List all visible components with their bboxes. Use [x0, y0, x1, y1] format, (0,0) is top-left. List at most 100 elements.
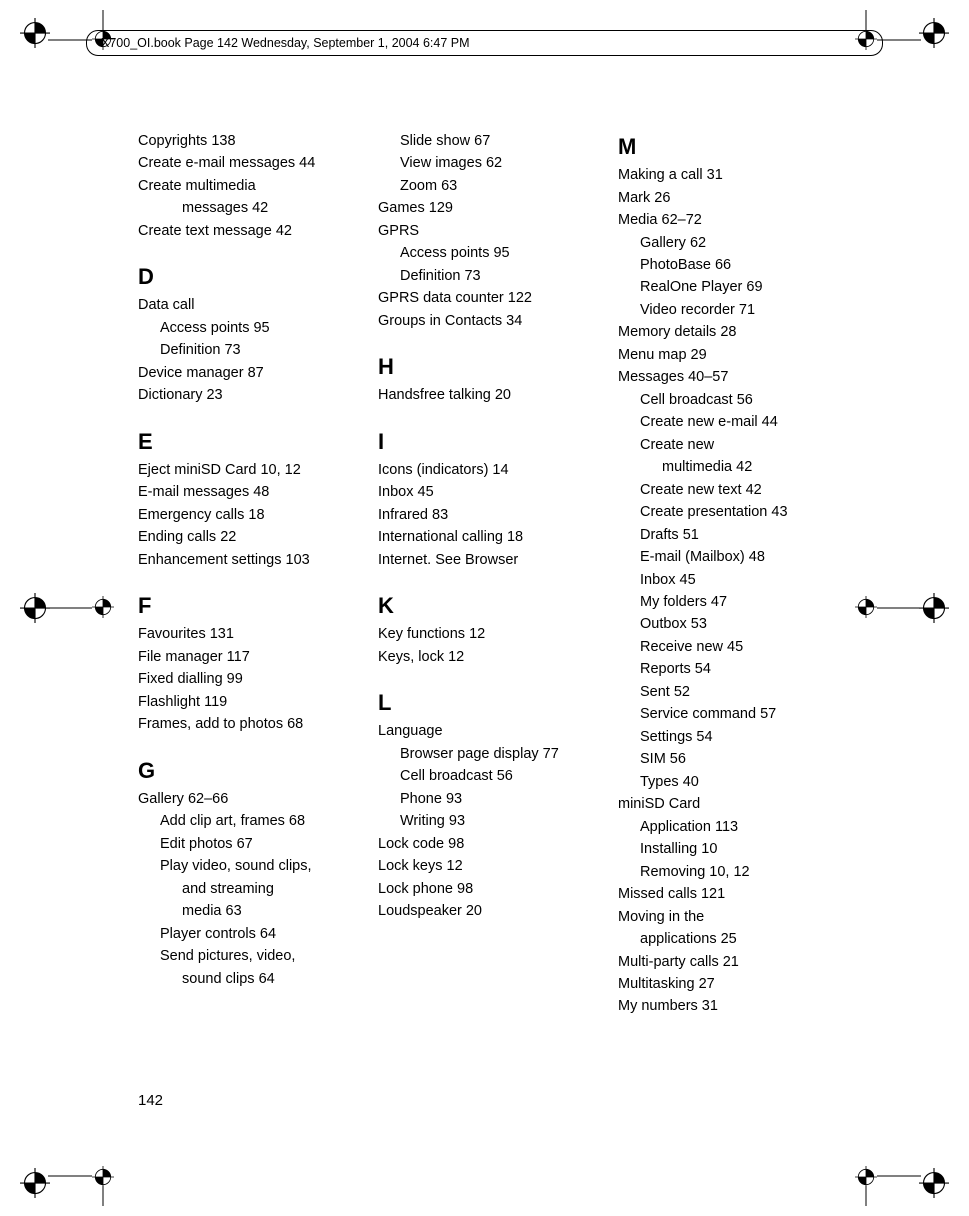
- index-entry: Create text message 42: [138, 220, 358, 242]
- index-entry: E-mail (Mailbox) 48: [618, 546, 838, 568]
- index-entry: Reports 54: [618, 658, 838, 680]
- header-text: X700_OI.book Page 142 Wednesday, Septemb…: [101, 36, 470, 50]
- index-entry: Messages 40–57: [618, 366, 838, 388]
- index-entry: Player controls 64: [138, 923, 358, 945]
- index-entry: My numbers 31: [618, 995, 838, 1017]
- index-entry: E-mail messages 48: [138, 481, 358, 503]
- index-entry: Device manager 87: [138, 362, 358, 384]
- index-entry: messages 42: [138, 197, 358, 219]
- index-column: Copyrights 138Create e-mail messages 44C…: [138, 130, 358, 1018]
- index-entry: Definition 73: [378, 265, 598, 287]
- index-entry: Ending calls 22: [138, 526, 358, 548]
- index-entry: Moving in the: [618, 906, 838, 928]
- index-entry: PhotoBase 66: [618, 254, 838, 276]
- index-entry: RealOne Player 69: [618, 276, 838, 298]
- index-entry: Fixed dialling 99: [138, 668, 358, 690]
- index-entry: Inbox 45: [378, 481, 598, 503]
- index-entry: Games 129: [378, 197, 598, 219]
- index-column: MMaking a call 31Mark 26Media 62–72Galle…: [618, 130, 838, 1018]
- index-entry: Installing 10: [618, 838, 838, 860]
- index-entry: sound clips 64: [138, 968, 358, 990]
- index-entry: Memory details 28: [618, 321, 838, 343]
- index-entry: miniSD Card: [618, 793, 838, 815]
- index-entry: Access points 95: [378, 242, 598, 264]
- index-entry: Favourites 131: [138, 623, 358, 645]
- index-entry: and streaming: [138, 878, 358, 900]
- index-entry: Mark 26: [618, 187, 838, 209]
- index-entry: Browser page display 77: [378, 743, 598, 765]
- index-section-letter: K: [378, 589, 598, 623]
- index-entry: Phone 93: [378, 788, 598, 810]
- index-entry: Making a call 31: [618, 164, 838, 186]
- index-section-letter: E: [138, 425, 358, 459]
- index-section-letter: G: [138, 754, 358, 788]
- index-entry: Play video, sound clips,: [138, 855, 358, 877]
- index-entry: Gallery 62–66: [138, 788, 358, 810]
- index-entry: My folders 47: [618, 591, 838, 613]
- index-content: Copyrights 138Create e-mail messages 44C…: [138, 130, 838, 1018]
- index-section-letter: H: [378, 350, 598, 384]
- index-entry: Copyrights 138: [138, 130, 358, 152]
- index-section-letter: F: [138, 589, 358, 623]
- index-entry: Internet. See Browser: [378, 549, 598, 571]
- index-entry: File manager 117: [138, 646, 358, 668]
- index-entry: Service command 57: [618, 703, 838, 725]
- index-entry: Multitasking 27: [618, 973, 838, 995]
- index-entry: Menu map 29: [618, 344, 838, 366]
- index-section-letter: D: [138, 260, 358, 294]
- index-entry: applications 25: [618, 928, 838, 950]
- index-entry: media 63: [138, 900, 358, 922]
- index-entry: View images 62: [378, 152, 598, 174]
- index-entry: Key functions 12: [378, 623, 598, 645]
- index-entry: Video recorder 71: [618, 299, 838, 321]
- index-entry: Writing 93: [378, 810, 598, 832]
- index-entry: Lock code 98: [378, 833, 598, 855]
- index-entry: Keys, lock 12: [378, 646, 598, 668]
- index-entry: Edit photos 67: [138, 833, 358, 855]
- index-entry: Access points 95: [138, 317, 358, 339]
- index-entry: GPRS data counter 122: [378, 287, 598, 309]
- index-entry: Handsfree talking 20: [378, 384, 598, 406]
- index-entry: Cell broadcast 56: [378, 765, 598, 787]
- page-number: 142: [138, 1092, 163, 1109]
- index-entry: Groups in Contacts 34: [378, 310, 598, 332]
- index-entry: Create multimedia: [138, 175, 358, 197]
- index-entry: Receive new 45: [618, 636, 838, 658]
- index-entry: Gallery 62: [618, 232, 838, 254]
- index-entry: Infrared 83: [378, 504, 598, 526]
- index-column: Slide show 67View images 62Zoom 63Games …: [378, 130, 598, 1018]
- index-entry: Add clip art, frames 68: [138, 810, 358, 832]
- index-entry: Application 113: [618, 816, 838, 838]
- index-entry: SIM 56: [618, 748, 838, 770]
- index-entry: Frames, add to photos 68: [138, 713, 358, 735]
- index-entry: Language: [378, 720, 598, 742]
- index-entry: Definition 73: [138, 339, 358, 361]
- index-entry: Multi-party calls 21: [618, 951, 838, 973]
- index-entry: Slide show 67: [378, 130, 598, 152]
- index-entry: multimedia 42: [618, 456, 838, 478]
- index-entry: Cell broadcast 56: [618, 389, 838, 411]
- index-entry: Dictionary 23: [138, 384, 358, 406]
- index-section-letter: I: [378, 425, 598, 459]
- index-entry: Lock keys 12: [378, 855, 598, 877]
- index-entry: Send pictures, video,: [138, 945, 358, 967]
- index-entry: Create new: [618, 434, 838, 456]
- index-entry: Settings 54: [618, 726, 838, 748]
- index-section-letter: L: [378, 686, 598, 720]
- index-entry: Data call: [138, 294, 358, 316]
- index-entry: Zoom 63: [378, 175, 598, 197]
- index-entry: Flashlight 119: [138, 691, 358, 713]
- index-entry: Missed calls 121: [618, 883, 838, 905]
- index-entry: Icons (indicators) 14: [378, 459, 598, 481]
- index-entry: Inbox 45: [618, 569, 838, 591]
- index-entry: Media 62–72: [618, 209, 838, 231]
- index-entry: Create presentation 43: [618, 501, 838, 523]
- index-entry: GPRS: [378, 220, 598, 242]
- index-entry: Sent 52: [618, 681, 838, 703]
- index-entry: Loudspeaker 20: [378, 900, 598, 922]
- index-entry: Create new e-mail 44: [618, 411, 838, 433]
- index-entry: Types 40: [618, 771, 838, 793]
- page-header: X700_OI.book Page 142 Wednesday, Septemb…: [86, 30, 883, 56]
- index-entry: Create new text 42: [618, 479, 838, 501]
- index-entry: Removing 10, 12: [618, 861, 838, 883]
